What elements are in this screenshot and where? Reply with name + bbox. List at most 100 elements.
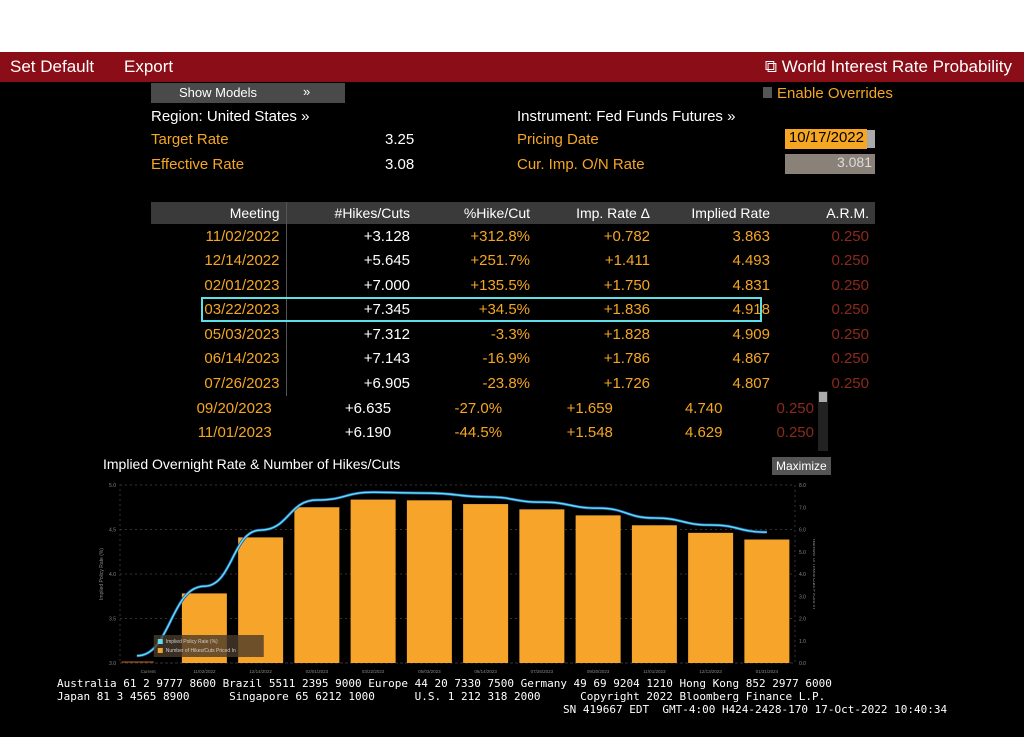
table-cell: +0.782	[603, 227, 650, 245]
table-cell: +1.659	[566, 399, 613, 417]
region-selector[interactable]: Region: United States »	[151, 108, 310, 125]
table-row[interactable]: 06/14/2023 +7.143 -16.9% +1.786 4.867 0.250	[151, 346, 875, 371]
table-cell: 0.250	[831, 325, 869, 343]
x-tick-label: 03/22/2023	[362, 669, 385, 674]
pricing-date-input[interactable]: 10/17/2022	[785, 129, 867, 149]
y2-tick-label: 4.0	[799, 572, 806, 578]
x-tick-label: 12/13/2023	[699, 669, 722, 674]
table-row[interactable]: 02/01/2023 +7.000 +135.5% +1.750 4.831 0.250	[151, 273, 875, 298]
table-cell: 0.250	[831, 374, 869, 392]
x-tick-label: 06/14/2023	[474, 669, 497, 674]
column-header[interactable]: %Hike/Cut	[416, 202, 536, 224]
title-text: World Interest Rate Probability	[781, 57, 1012, 76]
table-cell: 05/03/2023	[151, 322, 287, 347]
scroll-thumb[interactable]	[819, 392, 827, 402]
table-cell: 02/01/2023	[151, 273, 287, 298]
x-tick-label: 05/03/2023	[418, 669, 441, 674]
table-cell: +6.905	[363, 374, 410, 392]
y-tick-label: 3.0	[109, 661, 116, 667]
column-header[interactable]: Meeting	[151, 202, 287, 224]
table-cell: 06/14/2023	[151, 346, 287, 371]
table-cell: 4.867	[732, 350, 770, 368]
table-row[interactable]: 11/02/2022 +3.128 +312.8% +0.782 3.863 0.250	[151, 224, 875, 249]
cur-imp-rate-input[interactable]: 3.081	[785, 154, 875, 174]
table-cell: 0.250	[831, 301, 869, 319]
table-cell: +7.143	[363, 350, 410, 368]
table-cell: -44.5%	[454, 423, 503, 441]
instrument-selector[interactable]: Instrument: Fed Funds Futures »	[517, 108, 736, 125]
footer-contacts: Australia 61 2 9777 8600 Brazil 5511 239…	[57, 677, 832, 690]
table-cell: +135.5%	[470, 276, 530, 294]
y2-tick-label: 5.0	[799, 550, 806, 556]
window-title: ⧉ World Interest Rate Probability	[765, 57, 1012, 77]
legend-swatch	[157, 648, 163, 653]
table-cell: +6.190	[344, 423, 392, 441]
table-cell: +251.7%	[470, 252, 530, 270]
legend-box	[153, 635, 264, 657]
table-cell: 0.250	[831, 227, 869, 245]
x-tick-label: 07/26/2023	[531, 669, 554, 674]
table-cell: 0.250	[776, 399, 814, 417]
pricing-date-label: Pricing Date	[517, 131, 599, 148]
table-cell: 4.831	[732, 276, 770, 294]
show-models-button[interactable]: Show Models »	[151, 83, 345, 103]
table-row[interactable]: 07/26/2023 +6.905 -23.8% +1.726 4.807 0.250	[151, 371, 875, 396]
calendar-icon[interactable]	[867, 130, 875, 148]
table-cell: +7.345	[363, 301, 410, 319]
footer-contacts-2: Japan 81 3 4565 8900 Singapore 65 6212 1…	[57, 690, 826, 703]
export-button[interactable]: Export	[124, 57, 174, 76]
maximize-button[interactable]: Maximize	[772, 457, 831, 475]
selected-row-highlight	[201, 297, 762, 322]
table-cell: 4.909	[732, 325, 770, 343]
table-cell: 4.807	[732, 374, 770, 392]
table-row[interactable]: 05/03/2023 +7.312 -3.3% +1.828 4.909 0.250	[151, 322, 875, 347]
cur-imp-rate-label: Cur. Imp. O/N Rate	[517, 156, 645, 173]
table-cell: 4.740	[684, 399, 723, 417]
table-cell: 0.250	[831, 276, 869, 294]
chevron-right-icon: »	[303, 84, 311, 99]
table-cell: 4.493	[732, 252, 770, 270]
legend-label: Number of Hikes/Cuts Priced In	[166, 648, 236, 654]
table-row[interactable]: 03/22/2023 +7.345 +34.5% +1.836 4.918 0.250	[151, 297, 875, 322]
legend-label: Implied Policy Rate (%)	[166, 639, 218, 645]
x-tick-label: 01/31/2024	[756, 669, 779, 674]
y2-tick-label: 2.0	[799, 617, 806, 623]
y2-tick-label: 7.0	[799, 505, 806, 511]
y-axis-label: Implied Policy Rate (%)	[99, 548, 105, 600]
target-rate-value: 3.25	[385, 131, 415, 148]
table-cell: 03/22/2023	[151, 297, 287, 322]
bar	[350, 499, 396, 663]
table-cell: +3.128	[363, 227, 410, 245]
table-cell: 07/26/2023	[151, 371, 287, 396]
x-tick-label: 09/20/2023	[587, 669, 610, 674]
table-cell: +5.645	[363, 252, 410, 270]
legend-swatch	[157, 639, 163, 644]
column-header[interactable]: Implied Rate	[656, 202, 776, 224]
y2-tick-label: 3.0	[799, 594, 806, 600]
rate-table: Meeting #Hikes/Cuts %Hike/Cut Imp. Rate Δ Im…	[151, 202, 875, 396]
set-default-button[interactable]: Set Default	[10, 57, 95, 76]
bar	[406, 500, 452, 663]
bar	[463, 504, 509, 663]
column-header[interactable]: Imp. Rate Δ	[536, 202, 656, 224]
table-row[interactable]: 12/14/2022 +5.645 +251.7% +1.411 4.493 0.250	[151, 248, 875, 273]
table-scrollbar[interactable]	[818, 391, 828, 451]
enable-overrides-checkbox[interactable]: Enable Overrides	[763, 85, 893, 102]
checkbox-icon[interactable]	[763, 87, 772, 98]
table-cell: +6.635	[344, 399, 392, 417]
table-cell: +7.312	[363, 325, 410, 343]
effective-rate-label: Effective Rate	[151, 156, 245, 173]
table-cell: +1.836	[603, 301, 650, 319]
y2-tick-label: 1.0	[799, 639, 806, 645]
column-header[interactable]: #Hikes/Cuts	[286, 202, 416, 224]
column-header[interactable]: A.R.M.	[776, 202, 875, 224]
table-cell: +1.726	[603, 374, 650, 392]
effective-rate-value: 3.08	[385, 156, 415, 173]
table-cell: +312.8%	[470, 227, 530, 245]
y2-tick-label: 0.0	[799, 661, 806, 667]
bar	[519, 509, 565, 663]
table-row[interactable]: 09/20/2023 +6.635 -27.0% +1.659 4.740 0.250	[150, 396, 820, 420]
x-tick-label: 11/02/2022	[193, 669, 216, 674]
table-row[interactable]: 11/01/2023 +6.190 -44.5% +1.548 4.629 0.250	[150, 420, 820, 444]
external-link-icon[interactable]: ⧉	[764, 57, 782, 76]
